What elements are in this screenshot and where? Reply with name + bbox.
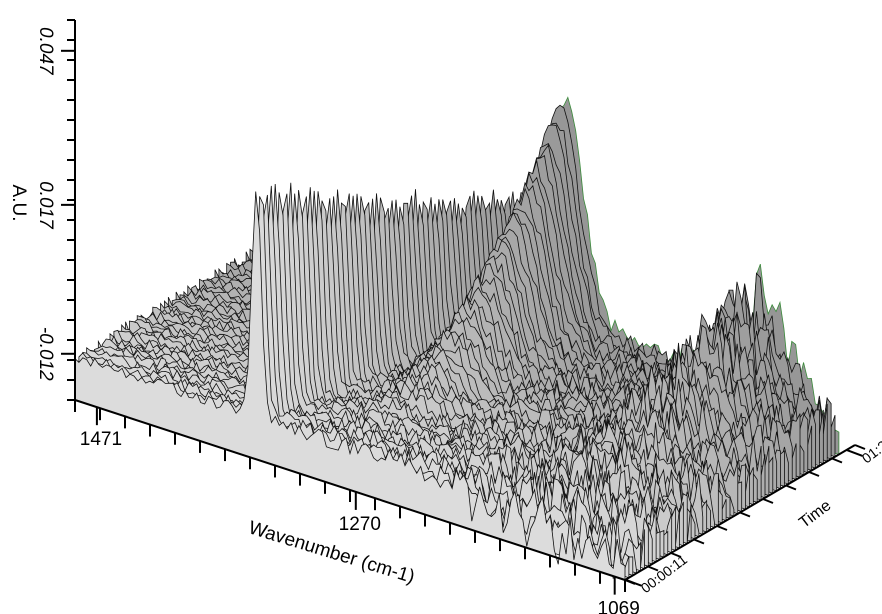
minor-tick bbox=[831, 457, 843, 464]
z-axis-title: A.U. bbox=[8, 185, 29, 222]
x-tick-label: 1471 bbox=[80, 429, 122, 450]
y-axis-title: Time bbox=[796, 497, 834, 532]
spectrum-ridge bbox=[94, 192, 645, 570]
minor-tick bbox=[716, 525, 728, 531]
minor-tick bbox=[647, 565, 659, 572]
minor-tick bbox=[670, 552, 682, 558]
y-tick bbox=[846, 449, 863, 457]
x-tick-label: 1270 bbox=[339, 514, 381, 535]
minor-tick bbox=[785, 484, 797, 491]
spectrum-ridge bbox=[74, 191, 626, 581]
z-tick-label: 0.047 bbox=[35, 27, 56, 76]
y-tick bbox=[625, 578, 642, 587]
minor-tick bbox=[739, 511, 751, 518]
minor-tick bbox=[854, 444, 866, 450]
minor-tick bbox=[693, 538, 705, 545]
spectrum-ridge bbox=[113, 196, 665, 558]
minor-tick bbox=[808, 471, 820, 477]
z-tick-label: -0.012 bbox=[35, 327, 56, 381]
z-tick-label: 0.017 bbox=[35, 181, 56, 230]
surface bbox=[74, 96, 840, 581]
x-tick-label: 1069 bbox=[598, 599, 640, 614]
minor-tick bbox=[762, 498, 774, 504]
y-tick-label: 01:26:41 bbox=[859, 421, 882, 467]
x-axis-title: Wavenumber (cm-1) bbox=[246, 517, 417, 588]
